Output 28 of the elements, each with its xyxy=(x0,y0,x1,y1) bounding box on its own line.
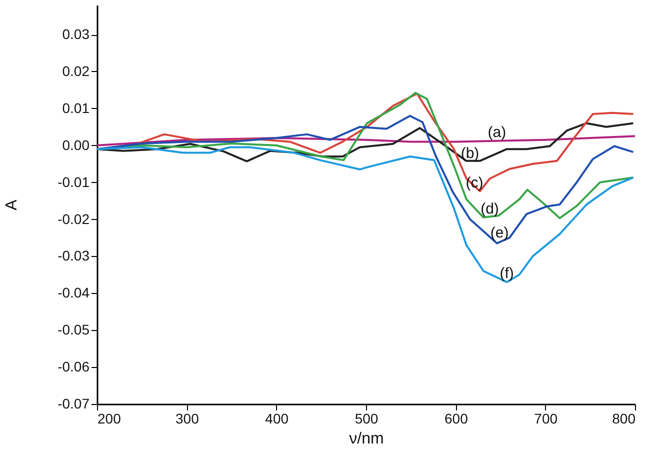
y-tick-label: -0.07 xyxy=(58,396,90,412)
x-tick-label: 200 xyxy=(98,410,122,426)
line-series xyxy=(97,114,634,244)
x-tick-label: 400 xyxy=(265,410,289,426)
x-tick-label: 700 xyxy=(534,410,558,426)
x-tick-label: 300 xyxy=(175,410,200,426)
y-tick-label: -0.02 xyxy=(58,210,90,227)
y-tick-label: -0.03 xyxy=(58,248,90,264)
line-series xyxy=(97,122,634,162)
annotation: (e) xyxy=(490,224,509,242)
y-tick-label: -0.05 xyxy=(58,322,90,338)
y-tick-label: 0.03 xyxy=(62,26,90,42)
annotation: (f) xyxy=(500,265,514,282)
y-tick-label: -0.04 xyxy=(58,284,90,301)
y-tick-label: 0.00 xyxy=(62,136,90,153)
annotation: (b) xyxy=(460,145,480,162)
x-tick-label: 800 xyxy=(612,410,636,426)
y-tick-label: -0.06 xyxy=(58,358,90,375)
x-tick-label: 600 xyxy=(444,410,468,426)
y-axis-title: A xyxy=(4,199,21,210)
line-series xyxy=(97,146,634,284)
annotation: (d) xyxy=(480,200,499,218)
annotation: (a) xyxy=(488,124,506,141)
x-tick-label: 500 xyxy=(354,410,378,426)
y-tick-label: -0.01 xyxy=(58,174,90,190)
y-tick-label: 0.01 xyxy=(62,100,90,116)
y-tick-label: 0.02 xyxy=(62,63,90,79)
x-axis-title: ν/nm xyxy=(349,430,384,448)
